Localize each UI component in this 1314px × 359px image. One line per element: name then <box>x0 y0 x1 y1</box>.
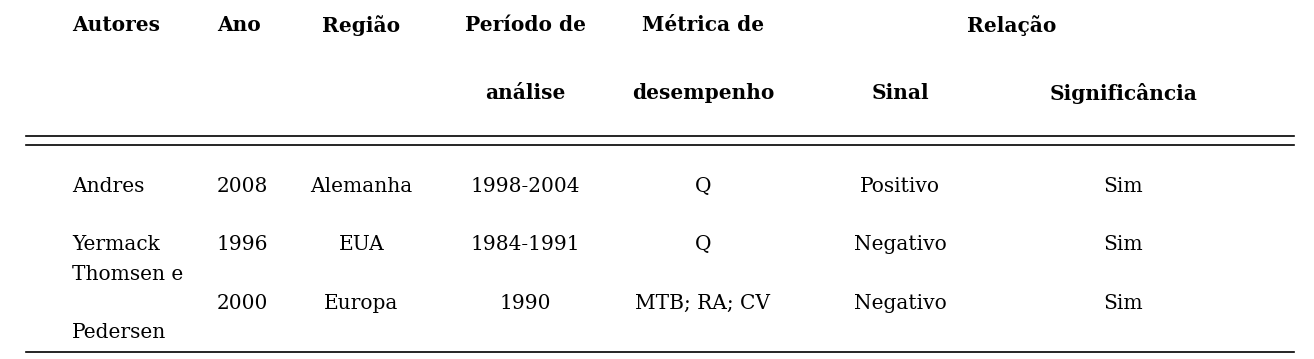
Text: 2008: 2008 <box>217 177 268 196</box>
Text: Sim: Sim <box>1104 235 1143 253</box>
Text: Pedersen: Pedersen <box>72 323 167 341</box>
Text: Andres: Andres <box>72 177 145 196</box>
Text: EUA: EUA <box>339 235 384 253</box>
Text: Significância: Significância <box>1050 83 1197 104</box>
Text: Relação: Relação <box>967 15 1056 36</box>
Text: Sim: Sim <box>1104 294 1143 313</box>
Text: Autores: Autores <box>72 15 160 35</box>
Text: Alemanha: Alemanha <box>310 177 413 196</box>
Text: análise: análise <box>485 83 566 103</box>
Text: 1998-2004: 1998-2004 <box>470 177 581 196</box>
Text: MTB; RA; CV: MTB; RA; CV <box>636 294 770 313</box>
Text: 2000: 2000 <box>217 294 268 313</box>
Text: Yermack: Yermack <box>72 235 160 253</box>
Text: Q: Q <box>695 177 711 196</box>
Text: Thomsen e: Thomsen e <box>72 265 184 284</box>
Text: Métrica de: Métrica de <box>643 15 763 35</box>
Text: desempenho: desempenho <box>632 83 774 103</box>
Text: Sinal: Sinal <box>871 83 929 103</box>
Text: 1990: 1990 <box>499 294 552 313</box>
Text: 1984-1991: 1984-1991 <box>470 235 581 253</box>
Text: Europa: Europa <box>325 294 398 313</box>
Text: 1996: 1996 <box>217 235 268 253</box>
Text: Q: Q <box>695 235 711 253</box>
Text: Negativo: Negativo <box>854 294 946 313</box>
Text: Ano: Ano <box>217 15 260 35</box>
Text: Positivo: Positivo <box>861 177 940 196</box>
Text: Período de: Período de <box>465 15 586 35</box>
Text: Sim: Sim <box>1104 177 1143 196</box>
Text: Negativo: Negativo <box>854 235 946 253</box>
Text: Região: Região <box>322 15 401 36</box>
